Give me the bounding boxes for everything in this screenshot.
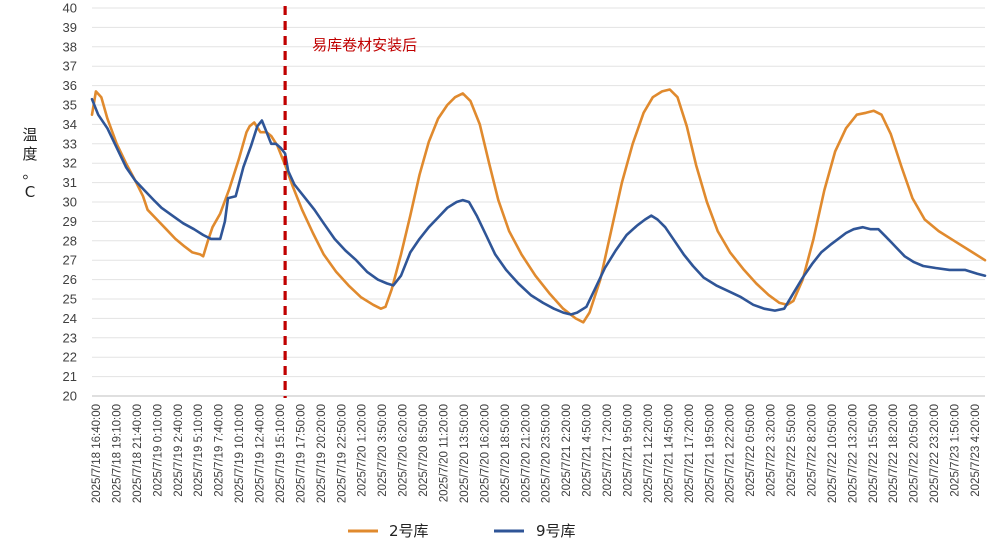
y-tick-label: 27 — [63, 253, 77, 268]
x-tick-label: 2025/7/18 19:10:00 — [111, 404, 123, 503]
x-tick-label: 2025/7/19 5:10:00 — [193, 404, 205, 497]
x-tick-label: 2025/7/20 16:20:00 — [479, 404, 491, 503]
x-tick-label: 2025/7/20 11:20:00 — [439, 404, 451, 502]
x-tick-label: 2025/7/19 7:40:00 — [214, 404, 226, 497]
y-tick-label: 37 — [63, 59, 77, 74]
y-tick-label: 23 — [63, 330, 77, 345]
x-axis: 2025/7/18 16:40:00 2025/7/18 19:10:00 2025… — [91, 395, 985, 503]
y-tick-label: 34 — [63, 117, 77, 132]
x-tick-label: 2025/7/18 21:40:00 — [132, 404, 144, 503]
y-tick-label: 33 — [63, 136, 77, 151]
x-tick-label: 2025/7/19 10:10:00 — [234, 404, 246, 503]
x-tick-label: 2025/7/20 8:50:00 — [418, 404, 430, 497]
x-tick-label: 2025/7/20 21:20:00 — [520, 404, 532, 503]
y-tick-label: 29 — [63, 214, 77, 229]
y-tick-label: 38 — [63, 39, 77, 54]
y-tick-label: 25 — [63, 292, 77, 307]
x-tick-label: 2025/7/22 18:20:00 — [888, 404, 900, 503]
x-tick-label: 2025/7/21 2:20:00 — [561, 404, 573, 497]
x-tick-label: 2025/7/21 12:20:00 — [643, 404, 655, 503]
y-tick-label: 35 — [63, 98, 77, 113]
x-tick-label: 2025/7/20 23:50:00 — [541, 404, 553, 503]
x-tick-label: 2025/7/20 1:20:00 — [357, 404, 369, 497]
x-tick-label: 2025/7/20 18:50:00 — [500, 404, 512, 503]
x-tick-label: 2025/7/19 22:50:00 — [336, 404, 348, 503]
y-tick-label: 28 — [63, 233, 77, 248]
x-tick-label: 2025/7/22 0:50:00 — [745, 404, 757, 497]
x-tick-label: 2025/7/22 5:50:00 — [786, 404, 798, 497]
x-tick-label: 2025/7/20 13:50:00 — [459, 404, 471, 503]
x-tick-label: 2025/7/23 1:50:00 — [950, 404, 962, 497]
legend-label-9hao: 9号库 — [536, 522, 576, 540]
x-tick-label: 2025/7/22 13:20:00 — [847, 404, 859, 503]
annotation-text: 易库卷材安装后 — [312, 36, 417, 54]
x-tick-label: 2025/7/19 0:10:00 — [152, 404, 164, 497]
y-tick-label: 30 — [63, 195, 77, 210]
x-tick-label: 2025/7/22 20:50:00 — [909, 404, 921, 503]
x-tick-label: 2025/7/20 3:50:00 — [377, 404, 389, 497]
y-tick-label: 32 — [63, 156, 77, 171]
x-tick-label: 2025/7/22 23:20:00 — [929, 404, 941, 503]
y-tick-label: 26 — [63, 272, 77, 287]
legend-label-2hao: 2号库 — [389, 522, 429, 540]
x-tick-label: 2025/7/21 14:50:00 — [663, 404, 675, 503]
y-tick-label: 40 — [63, 1, 77, 16]
x-tick-label: 2025/7/22 3:20:00 — [766, 404, 778, 497]
y-tick-label: 24 — [63, 311, 77, 326]
grid — [92, 7, 985, 397]
x-tick-label: 2025/7/19 15:10:00 — [275, 404, 287, 503]
x-tick-label: 2025/7/21 17:20:00 — [684, 404, 696, 503]
y-tick-label: 36 — [63, 78, 77, 93]
x-tick-label: 2025/7/22 15:50:00 — [868, 404, 880, 503]
y-axis-label: 温度。 C — [22, 126, 37, 201]
x-tick-label: 2025/7/18 16:40:00 — [91, 404, 103, 503]
y-axis: 20 21 22 23 24 25 26 27 28 29 30 31 32 33 34 35 36 37 38 39… — [63, 1, 77, 404]
y-tick-label: 20 — [63, 389, 77, 404]
annotation-group: 易库卷材安装后 — [283, 6, 417, 398]
y-tick-label: 22 — [63, 350, 77, 365]
series-line-1 — [90, 97, 987, 316]
y-tick-label: 31 — [63, 175, 77, 190]
x-tick-label: 2025/7/21 4:50:00 — [582, 404, 594, 497]
x-tick-label: 2025/7/19 20:20:00 — [316, 404, 328, 503]
x-tick-label: 2025/7/22 8:20:00 — [806, 404, 818, 497]
x-tick-label: 2025/7/21 9:50:00 — [622, 404, 634, 497]
legend: 2号库 9号库 — [348, 522, 576, 540]
x-tick-label: 2025/7/23 4:20:00 — [970, 404, 982, 497]
x-tick-label: 2025/7/22 10:50:00 — [827, 404, 839, 503]
y-tick-label: 21 — [63, 369, 77, 384]
x-tick-label: 2025/7/20 6:20:00 — [398, 404, 410, 497]
series-group — [90, 88, 987, 324]
x-tick-label: 2025/7/21 22:20:00 — [725, 404, 737, 503]
x-tick-label: 2025/7/21 19:50:00 — [704, 404, 716, 503]
x-tick-label: 2025/7/19 2:40:00 — [173, 404, 185, 497]
x-tick-label: 2025/7/19 17:50:00 — [295, 404, 307, 503]
x-tick-label: 2025/7/21 7:20:00 — [602, 404, 614, 497]
x-tick-label: 2025/7/19 12:40:00 — [255, 404, 267, 503]
y-tick-label: 39 — [63, 20, 77, 35]
